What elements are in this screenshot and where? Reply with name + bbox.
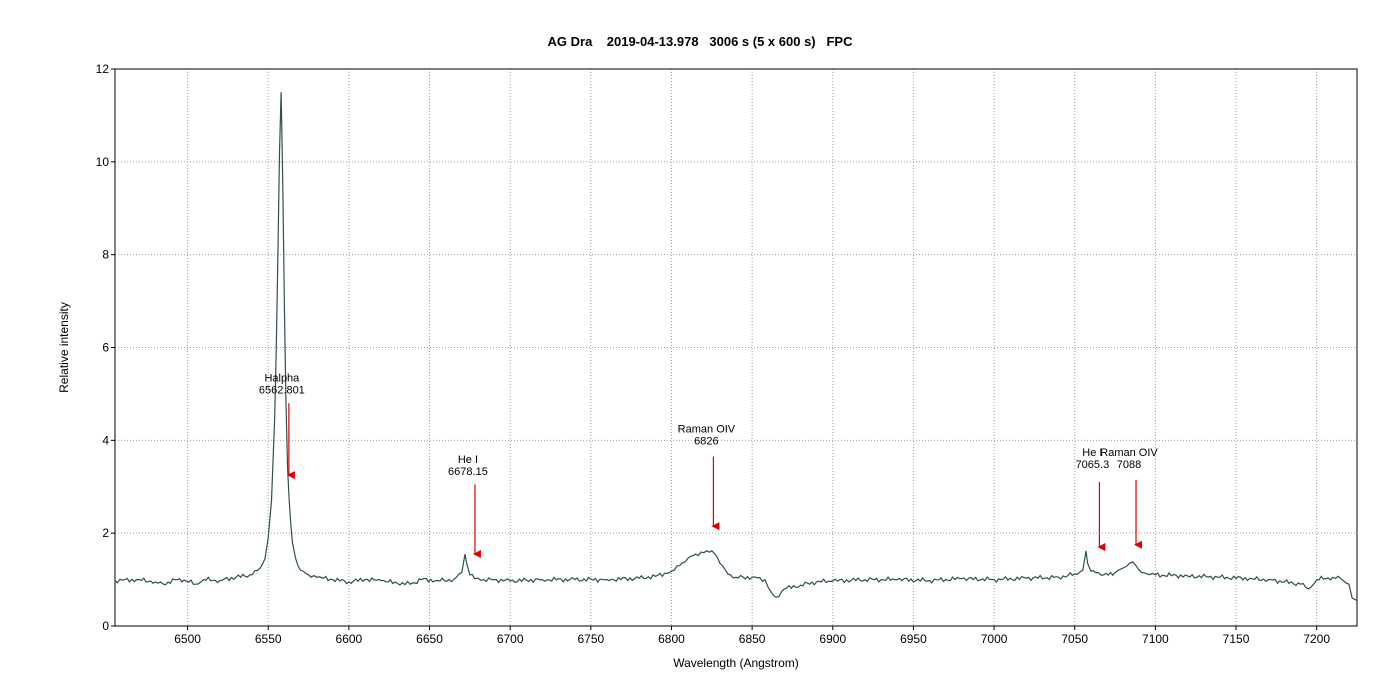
- annotation-label: He I: [1082, 447, 1102, 459]
- x-tick-label: 6750: [577, 632, 604, 646]
- annotation-label: Raman OIV: [678, 424, 736, 436]
- x-tick-label: 7200: [1303, 632, 1330, 646]
- x-tick-label: 7100: [1142, 632, 1169, 646]
- annotation-label: He I: [458, 454, 478, 466]
- y-tick-label: 12: [96, 62, 110, 76]
- x-tick-label: 6600: [336, 632, 363, 646]
- y-axis-label: Relative intensity: [57, 302, 71, 393]
- x-tick-label: 6700: [497, 632, 524, 646]
- y-tick-label: 4: [102, 433, 109, 447]
- y-tick-label: 2: [102, 526, 109, 540]
- annotation-wavelength: 6562.801: [259, 385, 305, 397]
- y-tick-label: 8: [102, 248, 109, 262]
- annotation-wavelength: 7088: [1117, 459, 1141, 471]
- chart-title: AG Dra 2019-04-13.978 3006 s (5 x 600 s)…: [547, 34, 853, 49]
- x-tick-label: 7000: [981, 632, 1008, 646]
- x-axis-label: Wavelength (Angstrom): [673, 656, 799, 670]
- annotation-wavelength: 7065.3: [1076, 459, 1110, 471]
- annotation-label: Raman OIV: [1100, 447, 1158, 459]
- grid-layer: [115, 69, 1357, 626]
- x-tick-label: 7050: [1061, 632, 1088, 646]
- x-tick-label: 6950: [900, 632, 927, 646]
- annotation-label: Halpha: [264, 373, 300, 385]
- annotation-wavelength: 6678.15: [448, 466, 488, 478]
- x-tick-label: 6550: [255, 632, 282, 646]
- y-tick-label: 6: [102, 341, 109, 355]
- y-tick-label: 10: [96, 155, 110, 169]
- y-tick-label: 0: [102, 619, 109, 633]
- x-tick-label: 6850: [739, 632, 766, 646]
- x-tick-label: 7150: [1223, 632, 1250, 646]
- x-tick-label: 6650: [416, 632, 443, 646]
- series-layer: [114, 92, 1358, 602]
- annotation-wavelength: 6826: [694, 436, 718, 448]
- ticks-layer: 6500 6550 6600 6650 6700 6750 6800 6850 6900 6950…: [96, 62, 1331, 646]
- x-tick-label: 6500: [174, 632, 201, 646]
- x-tick-label: 6800: [658, 632, 685, 646]
- spectrum-line: [114, 92, 1358, 602]
- x-tick-label: 6900: [819, 632, 846, 646]
